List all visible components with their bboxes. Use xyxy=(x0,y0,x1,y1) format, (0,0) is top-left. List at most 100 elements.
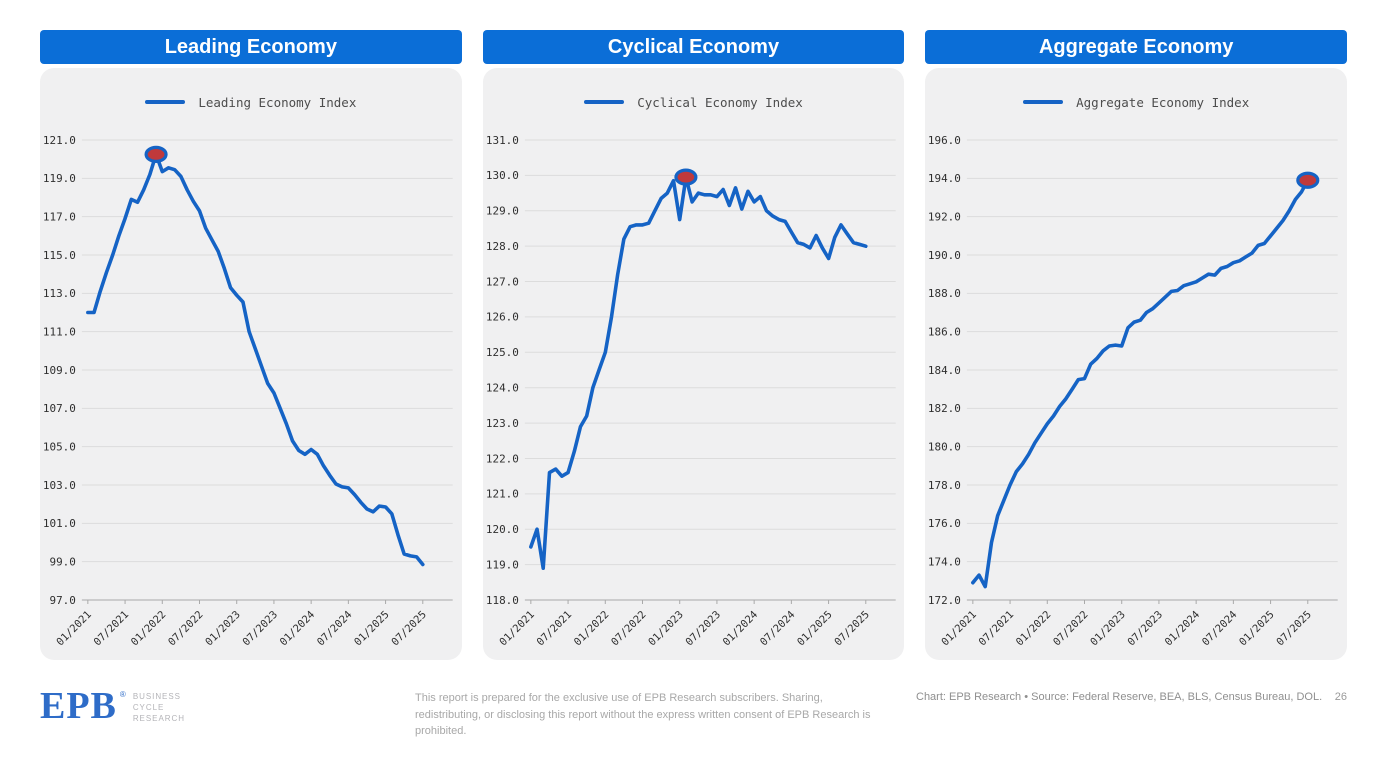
chart-card: Aggregate Economy Index 196.0 194.0 192.0 1… xyxy=(925,68,1348,660)
legend-label: Cyclical Economy Index xyxy=(637,94,803,110)
svg-text:119.0: 119.0 xyxy=(43,172,76,185)
registered-trademark-icon: ® xyxy=(119,690,126,699)
charts-row: Leading Economy Leading Economy Index 12… xyxy=(40,30,1348,660)
svg-text:123.0: 123.0 xyxy=(486,417,519,430)
svg-text:07/2022: 07/2022 xyxy=(609,609,649,649)
svg-text:01/2024: 01/2024 xyxy=(720,609,760,649)
svg-text:120.0: 120.0 xyxy=(486,523,519,536)
chart-legend: Cyclical Economy Index xyxy=(483,68,905,120)
svg-text:130.0: 130.0 xyxy=(486,169,519,182)
svg-text:184.0: 184.0 xyxy=(928,364,961,377)
svg-text:01/2021: 01/2021 xyxy=(940,609,980,649)
svg-text:121.0: 121.0 xyxy=(486,488,519,501)
leading-economy-line-chart: 121.0 119.0 117.0 115.0 113.0 111.0 109.0 107.0… xyxy=(43,134,453,649)
legend-line-swatch xyxy=(1023,100,1064,104)
svg-text:192.0: 192.0 xyxy=(928,210,961,223)
panel-cyclical-economy: Cyclical Economy Cyclical Economy Index … xyxy=(482,30,905,660)
chart-legend: Aggregate Economy Index xyxy=(925,68,1347,120)
svg-text:07/2025: 07/2025 xyxy=(389,609,429,649)
svg-text:01/2023: 01/2023 xyxy=(1089,609,1129,649)
panel-title: Cyclical Economy xyxy=(607,35,780,58)
svg-text:07/2024: 07/2024 xyxy=(315,609,355,649)
svg-text:128.0: 128.0 xyxy=(486,240,519,253)
epb-logo-tagline: BUSINESS CYCLE RESEARCH xyxy=(133,690,185,724)
svg-text:01/2024: 01/2024 xyxy=(1163,609,1203,649)
panel-title-bar: Aggregate Economy xyxy=(925,30,1348,64)
svg-text:103.0: 103.0 xyxy=(43,479,76,492)
svg-text:07/2021: 07/2021 xyxy=(977,609,1017,649)
svg-text:07/2025: 07/2025 xyxy=(1275,609,1315,649)
svg-text:190.0: 190.0 xyxy=(928,249,961,262)
svg-text:118.0: 118.0 xyxy=(486,594,519,607)
svg-text:129.0: 129.0 xyxy=(486,205,519,218)
svg-text:180.0: 180.0 xyxy=(928,440,961,453)
svg-text:105.0: 105.0 xyxy=(43,440,76,453)
aggregate-economy-line-chart: 196.0 194.0 192.0 190.0 188.0 186.0 184.0 182.0… xyxy=(928,134,1339,649)
svg-text:119.0: 119.0 xyxy=(486,558,519,571)
legend-line-swatch xyxy=(584,100,625,104)
chart-card: Cyclical Economy Index 131.0 130.0 129.0 12… xyxy=(482,68,905,660)
svg-text:97.0: 97.0 xyxy=(50,594,76,607)
epb-logo: EPB ® BUSINESS CYCLE RESEARCH xyxy=(40,685,200,727)
svg-text:188.0: 188.0 xyxy=(928,287,961,300)
svg-text:121.0: 121.0 xyxy=(43,134,76,147)
tagline-line: BUSINESS xyxy=(132,692,181,701)
svg-text:117.0: 117.0 xyxy=(43,210,76,223)
svg-text:122.0: 122.0 xyxy=(486,452,519,465)
svg-text:07/2022: 07/2022 xyxy=(166,609,206,649)
panel-title: Leading Economy xyxy=(164,35,337,58)
svg-text:186.0: 186.0 xyxy=(928,325,961,338)
report-page: Leading Economy Leading Economy Index 12… xyxy=(40,30,1348,740)
svg-text:126.0: 126.0 xyxy=(486,311,519,324)
panel-title-bar: Leading Economy xyxy=(40,30,462,64)
svg-text:07/2023: 07/2023 xyxy=(1126,609,1166,649)
svg-text:124.0: 124.0 xyxy=(486,381,519,394)
chart-legend: Leading Economy Index xyxy=(40,68,462,120)
svg-text:196.0: 196.0 xyxy=(928,134,961,147)
panel-leading-economy: Leading Economy Leading Economy Index 12… xyxy=(40,30,462,660)
svg-text:176.0: 176.0 xyxy=(928,517,961,530)
svg-text:194.0: 194.0 xyxy=(928,172,961,185)
svg-text:172.0: 172.0 xyxy=(928,594,961,607)
svg-text:07/2024: 07/2024 xyxy=(758,609,798,649)
epb-logo-text: EPB xyxy=(40,685,117,727)
svg-text:07/2021: 07/2021 xyxy=(534,609,574,649)
panel-title: Aggregate Economy xyxy=(1038,35,1234,58)
panel-title-bar: Cyclical Economy xyxy=(482,30,905,64)
svg-text:01/2023: 01/2023 xyxy=(646,609,686,649)
svg-text:01/2022: 01/2022 xyxy=(129,609,169,649)
svg-text:131.0: 131.0 xyxy=(486,134,519,147)
svg-text:07/2025: 07/2025 xyxy=(832,609,872,649)
legend-label: Aggregate Economy Index xyxy=(1076,94,1250,110)
svg-text:07/2024: 07/2024 xyxy=(1200,609,1240,649)
svg-text:01/2025: 01/2025 xyxy=(795,609,835,649)
svg-text:07/2021: 07/2021 xyxy=(92,609,132,649)
page-number: 26 xyxy=(1334,691,1347,703)
svg-text:174.0: 174.0 xyxy=(928,555,961,568)
svg-text:07/2023: 07/2023 xyxy=(683,609,723,649)
tagline-line: CYCLE xyxy=(132,702,165,712)
svg-text:182.0: 182.0 xyxy=(928,402,961,415)
svg-text:127.0: 127.0 xyxy=(486,275,519,288)
tagline-line: RESEARCH xyxy=(132,713,185,723)
legend-label: Leading Economy Index xyxy=(198,94,357,110)
svg-text:01/2021: 01/2021 xyxy=(497,609,537,649)
svg-text:111.0: 111.0 xyxy=(43,325,76,338)
svg-text:01/2022: 01/2022 xyxy=(1014,609,1054,649)
source-attribution: Chart: EPB Research • Source: Federal Re… xyxy=(916,691,1323,703)
svg-text:178.0: 178.0 xyxy=(928,479,961,492)
svg-text:01/2025: 01/2025 xyxy=(352,609,392,649)
footer: EPB ® BUSINESS CYCLE RESEARCH This repor… xyxy=(40,685,1347,740)
svg-text:109.0: 109.0 xyxy=(43,364,76,377)
svg-text:107.0: 107.0 xyxy=(43,402,76,415)
panel-aggregate-economy: Aggregate Economy Aggregate Economy Inde… xyxy=(925,30,1348,660)
svg-text:99.0: 99.0 xyxy=(50,555,76,568)
svg-text:01/2021: 01/2021 xyxy=(54,609,94,649)
svg-text:113.0: 113.0 xyxy=(43,287,76,300)
svg-text:01/2023: 01/2023 xyxy=(203,609,243,649)
chart-card: Leading Economy Index 121.0 119.0 117.0 115… xyxy=(40,68,462,660)
svg-text:01/2025: 01/2025 xyxy=(1237,609,1277,649)
cyclical-economy-line-chart: 131.0 130.0 129.0 128.0 127.0 126.0 125.0 124.0… xyxy=(486,134,896,649)
svg-text:01/2022: 01/2022 xyxy=(571,609,611,649)
svg-text:01/2024: 01/2024 xyxy=(278,609,318,649)
